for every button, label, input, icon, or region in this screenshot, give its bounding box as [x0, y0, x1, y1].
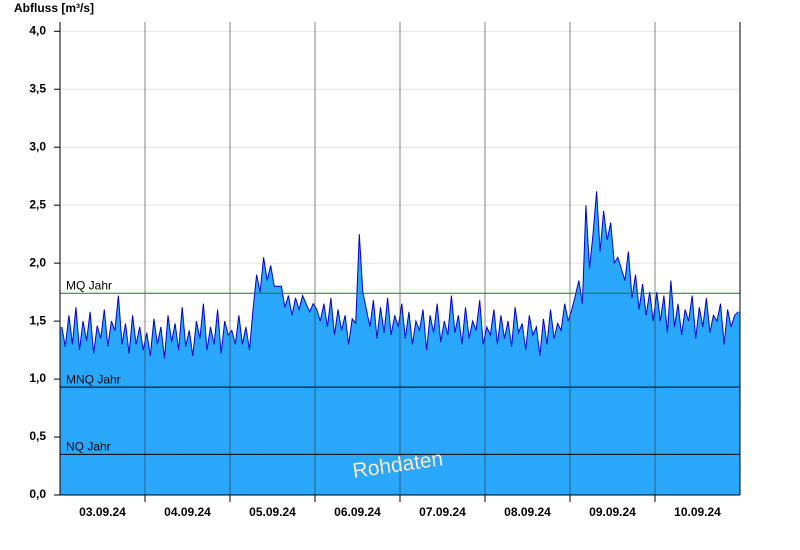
x-tick-label: 10.09.24 [674, 505, 721, 519]
y-tick-label: 4,0 [29, 23, 46, 37]
reference-label: NQ Jahr [66, 440, 111, 454]
y-tick-label: 2,0 [29, 255, 46, 269]
x-tick-label: 03.09.24 [79, 505, 126, 519]
y-tick-label: 3,5 [29, 81, 46, 95]
y-tick-label: 3,0 [29, 139, 46, 153]
x-tick-label: 09.09.24 [589, 505, 636, 519]
y-tick-label: 0,0 [29, 487, 46, 501]
y-tick-label: 2,5 [29, 197, 46, 211]
y-tick-label: 1,0 [29, 371, 46, 385]
x-tick-label: 08.09.24 [504, 505, 551, 519]
reference-label: MQ Jahr [66, 278, 112, 292]
x-tick-label: 07.09.24 [419, 505, 466, 519]
y-tick-label: 0,5 [29, 429, 46, 443]
reference-label: MNQ Jahr [66, 372, 121, 386]
x-tick-label: 05.09.24 [249, 505, 296, 519]
y-tick-label: 1,5 [29, 313, 46, 327]
y-axis-label: Abfluss [m³/s] [14, 1, 94, 15]
x-tick-label: 04.09.24 [164, 505, 211, 519]
x-tick-label: 06.09.24 [334, 505, 381, 519]
